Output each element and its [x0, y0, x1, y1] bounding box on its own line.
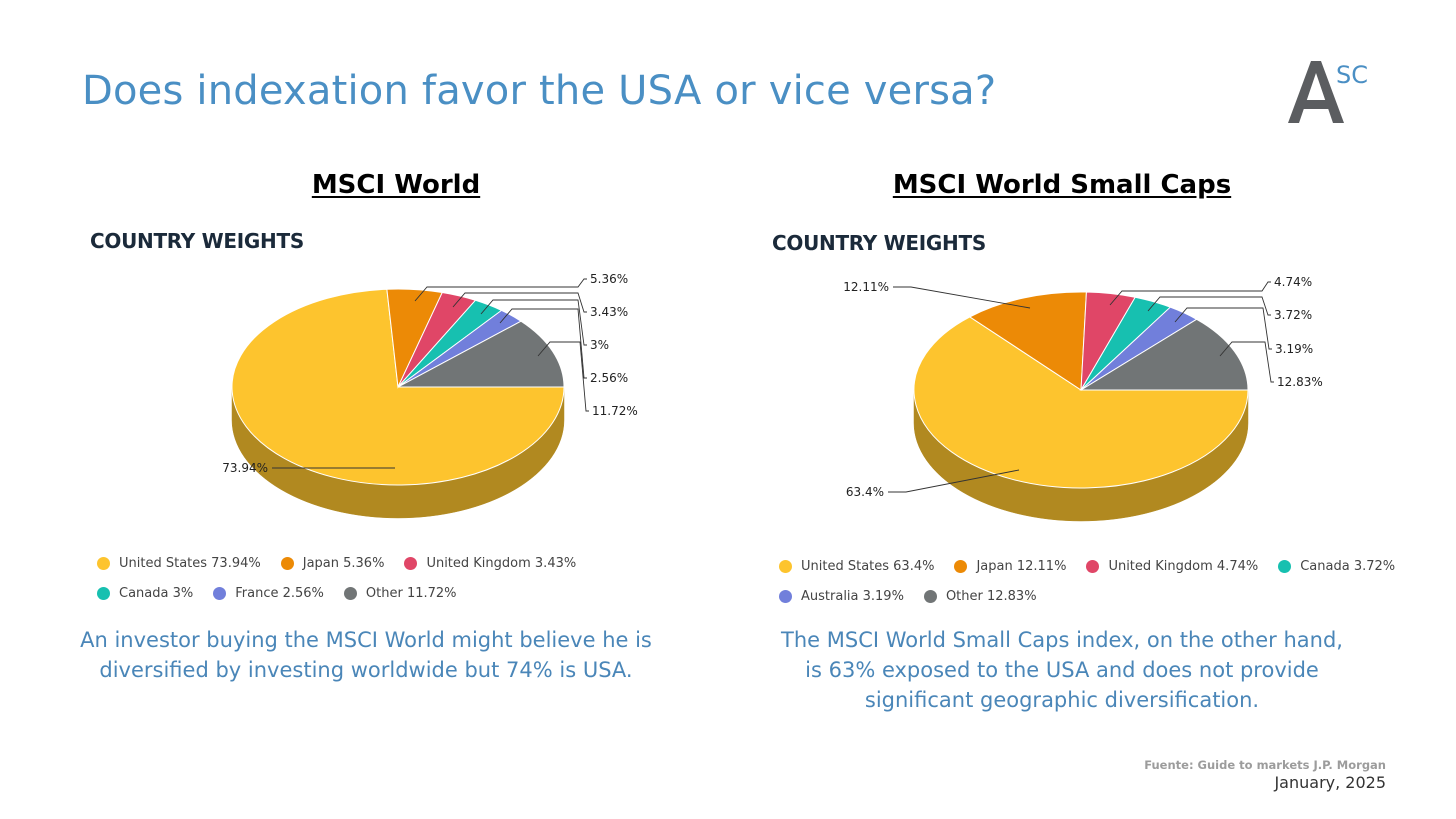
legend-item-united-states[interactable]: United States 73.94% [97, 554, 261, 572]
caption-line: significant geographic diversification. [864, 688, 1260, 712]
legend-item-france[interactable]: France 2.56% [213, 584, 324, 602]
data-label-japan: 5.36% [590, 272, 628, 286]
leader-line-canada [480, 299, 587, 346]
legend-label: United States 73.94% [119, 555, 261, 571]
data-label-united-kingdom: 3.43% [590, 305, 628, 319]
pie-slice-other [397, 320, 565, 388]
msci-world-legend: United States 73.94% Japan 5.36% United Ki… [97, 554, 687, 602]
leader-line-japan [414, 278, 587, 302]
legend-swatch [97, 556, 110, 570]
legend-label: Japan 5.36% [302, 555, 385, 571]
caption-line: diversified by investing worldwide but 7… [99, 658, 633, 682]
report-date: January, 2025 [1274, 773, 1386, 792]
msci-world-title: MSCI World [311, 170, 481, 200]
legend-label: Other 11.72% [365, 585, 457, 601]
pie-data-labels: 63.4% 12.11% 4.74% 3.72% 3.19% 12.83% [843, 275, 1323, 499]
leader-line-united-kingdom [452, 292, 587, 313]
data-label-australia: 3.19% [1275, 342, 1313, 356]
data-label-other: 11.72% [592, 404, 638, 418]
legend-label: Other 12.83% [945, 588, 1037, 604]
msci-small-caps-title: MSCI World Small Caps [892, 170, 1232, 200]
source-block: Fuente: Guide to markets J.P. Morgan Jan… [1144, 758, 1386, 792]
legend-item-japan[interactable]: Japan 5.36% [280, 554, 385, 572]
svg-text:SC: SC [1336, 61, 1368, 89]
leader-line-canada [1147, 296, 1271, 316]
legend-label: Australia 3.19% [801, 588, 904, 604]
legend-swatch [923, 589, 937, 603]
msci-small-caps-legend: United States 63.4% Japan 12.11% United Ki… [779, 557, 1399, 605]
legend-label: United Kingdom 3.43% [426, 555, 577, 571]
legend-item-other[interactable]: Other 12.83% [923, 587, 1037, 605]
legend-swatch [954, 559, 968, 573]
data-label-canada: 3% [590, 338, 609, 352]
country-weights-label-1: COUNTRY WEIGHTS [90, 229, 304, 253]
pie-slice-united-states [913, 316, 1249, 489]
legend-item-united-states[interactable]: United States 63.4% [779, 557, 934, 575]
data-label-japan: 12.11% [843, 280, 889, 294]
source-note: Fuente: Guide to markets J.P. Morgan [1144, 758, 1386, 772]
legend-swatch [779, 559, 792, 573]
legend-swatch [1086, 559, 1100, 573]
leader-line-france [499, 308, 587, 379]
leader-line-other [1219, 341, 1274, 383]
msci-small-caps-pie-chart: 63.4% 12.11% 4.74% 3.72% 3.19% 12.83% [843, 275, 1323, 522]
caption-line: An investor buying the MSCI World might … [80, 628, 652, 652]
legend-swatch [1278, 559, 1292, 573]
legend-item-australia[interactable]: Australia 3.19% [779, 587, 904, 605]
legend-swatch [779, 589, 792, 603]
legend-item-united-kingdom[interactable]: United Kingdom 3.43% [404, 554, 576, 572]
pie-slices [231, 288, 565, 486]
legend-label: France 2.56% [235, 585, 324, 601]
legend-item-japan[interactable]: Japan 12.11% [954, 557, 1066, 575]
legend-label: United States 63.4% [801, 558, 935, 574]
legend-swatch [280, 556, 294, 570]
legend-swatch [213, 586, 227, 600]
leader-line-united-kingdom [1109, 281, 1271, 306]
pie-slice-other [1079, 318, 1249, 391]
legend-label: Canada 3.72% [1300, 558, 1396, 574]
legend-label: United Kingdom 4.74% [1108, 558, 1259, 574]
data-label-canada: 3.72% [1274, 308, 1312, 322]
asc-logo: SC [1288, 61, 1368, 123]
legend-swatch [404, 556, 418, 570]
caption-line: is 63% exposed to the USA and does not p… [805, 658, 1319, 682]
leader-line-japan [893, 286, 1031, 309]
msci-world-pie-chart: 73.94% 5.36% 3.43% 3% 2.56% 11.72% [222, 272, 638, 519]
data-label-united-states: 63.4% [846, 485, 884, 499]
country-weights-label-2: COUNTRY WEIGHTS [772, 231, 986, 255]
legend-swatch [97, 586, 110, 600]
msci-world-caption: An investor buying the MSCI World might … [66, 625, 666, 685]
pie-data-labels: 73.94% 5.36% 3.43% 3% 2.56% 11.72% [222, 272, 638, 475]
legend-label: Canada 3% [119, 585, 194, 601]
legend-item-other[interactable]: Other 11.72% [343, 584, 457, 602]
leader-line-australia [1174, 307, 1272, 350]
leader-line-united-states [888, 469, 1020, 493]
page-title: Does indexation favor the USA or vice ve… [82, 68, 997, 114]
pie-slices [913, 291, 1249, 489]
legend-item-united-kingdom[interactable]: United Kingdom 4.74% [1086, 557, 1258, 575]
legend-label: Japan 12.11% [976, 558, 1067, 574]
leader-line-other [537, 341, 589, 412]
data-label-united-kingdom: 4.74% [1274, 275, 1312, 289]
pie-slice-japan [968, 291, 1087, 391]
data-label-united-states: 73.94% [222, 461, 268, 475]
data-label-france: 2.56% [590, 371, 628, 385]
caption-line: The MSCI World Small Caps index, on the … [781, 628, 1343, 652]
msci-small-caps-caption: The MSCI World Small Caps index, on the … [762, 625, 1362, 715]
legend-item-canada[interactable]: Canada 3.72% [1278, 557, 1395, 575]
legend-item-canada[interactable]: Canada 3% [97, 584, 193, 602]
data-label-other: 12.83% [1277, 375, 1323, 389]
legend-swatch [343, 586, 357, 600]
